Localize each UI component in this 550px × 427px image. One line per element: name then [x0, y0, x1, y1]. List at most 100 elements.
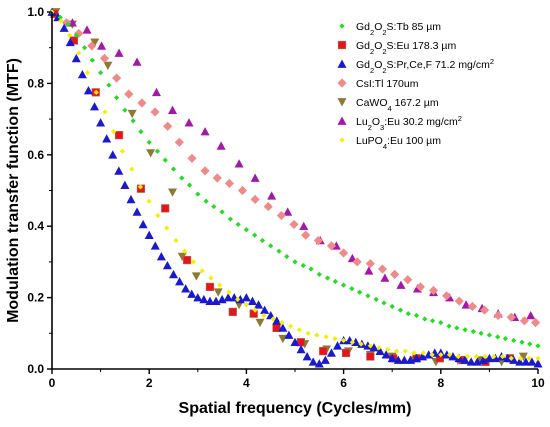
data-point: [102, 134, 112, 143]
data-point: [454, 296, 464, 306]
data-point: [352, 257, 362, 267]
legend-label-part: Gd: [356, 21, 370, 33]
legend-label-part: 2: [458, 114, 462, 123]
data-point: [177, 252, 187, 262]
legend-entry: Gd2O2S:Pr,Ce,F 71.2 mg/cm2: [337, 57, 494, 75]
data-point: [390, 269, 400, 279]
data-point: [97, 41, 107, 50]
legend-label-part: O: [372, 116, 380, 128]
legend-label-part: CsI:Tl 170um: [356, 78, 419, 90]
legend-label: Lu2O3:Eu 30.2 mg/cm2: [356, 114, 462, 132]
data-point: [241, 293, 251, 302]
axes: 0 2 4 6 8 10 0.0 0.2 0.4 0.6 0.8 1.0 Spatial frequen…: [5, 5, 545, 417]
data-point: [193, 293, 203, 302]
y-axis-title: Modulation transfer function (MTF): [5, 58, 22, 323]
legend-marker: [337, 78, 347, 88]
data-point: [349, 286, 355, 292]
data-point: [114, 48, 124, 57]
data-point: [530, 317, 541, 328]
data-point: [470, 328, 476, 335]
data-point: [59, 23, 69, 32]
data-point: [305, 330, 311, 336]
data-point: [186, 182, 193, 188]
data-point: [366, 352, 375, 361]
data-point: [358, 341, 364, 347]
data-point: [464, 353, 471, 360]
data-point: [108, 150, 118, 159]
y-tick-label: 0.2: [27, 291, 44, 305]
data-point: [326, 348, 336, 357]
data-point: [429, 318, 436, 324]
data-point: [455, 353, 461, 360]
data-point: [227, 216, 233, 222]
data-point: [316, 271, 322, 277]
data-point: [319, 347, 328, 356]
data-point: [509, 355, 519, 364]
data-point: [308, 357, 318, 366]
data-point: [369, 343, 379, 352]
data-point: [446, 323, 452, 329]
data-point: [150, 241, 160, 250]
legend-label-part: S:Pr,Ce,F 71.2 mg/cm: [387, 59, 491, 71]
legend-label-part: 2: [370, 47, 374, 56]
data-point: [517, 355, 524, 361]
data-point: [200, 127, 210, 136]
legend-label-part: O: [374, 21, 382, 33]
data-point: [111, 128, 117, 135]
data-point: [428, 285, 439, 296]
data-point: [373, 296, 379, 302]
data-point: [493, 310, 503, 321]
legend-label: CsI:Tl 170um: [356, 78, 419, 90]
data-point: [120, 180, 130, 189]
data-point: [161, 204, 170, 213]
data-point: [168, 188, 178, 197]
data-point: [195, 191, 201, 197]
data-point: [466, 357, 476, 366]
data-point: [71, 53, 81, 63]
data-point: [518, 352, 528, 362]
legend-label: LuPO4:Eu 100 µm: [356, 135, 441, 151]
data-point: [460, 355, 470, 364]
data-point: [129, 166, 135, 172]
legend-label-part: Gd: [356, 59, 370, 71]
data-point: [387, 353, 397, 363]
data-point: [144, 230, 154, 239]
data-point: [415, 282, 425, 292]
data-point: [381, 300, 387, 306]
data-point: [535, 355, 541, 361]
data-point: [187, 289, 197, 298]
legend-label-part: Gd: [356, 40, 370, 52]
data-point: [519, 339, 525, 345]
data-point: [252, 232, 258, 238]
data-point: [422, 316, 428, 322]
legend-label-part: O: [374, 59, 382, 71]
data-point: [106, 82, 112, 88]
data-point: [216, 141, 226, 150]
data-point: [377, 264, 388, 274]
data-point: [127, 109, 137, 119]
data-point: [332, 278, 338, 285]
data-point: [302, 352, 312, 361]
data-point: [96, 118, 106, 127]
data-point: [289, 219, 299, 230]
data-point: [184, 118, 194, 127]
data-point: [313, 235, 323, 246]
data-point: [170, 166, 177, 172]
data-point: [385, 346, 391, 352]
data-point: [292, 259, 298, 265]
x-axis-title: Spatial frequency (Cycles/mm): [179, 400, 412, 417]
data-point: [255, 318, 265, 328]
data-point: [190, 259, 197, 265]
data-point: [164, 225, 170, 231]
data-point: [413, 312, 420, 319]
legend-label-part: 167.2 µm: [392, 97, 439, 109]
x-tick-label: 10: [531, 376, 545, 390]
series-6: [49, 9, 541, 361]
data-point: [132, 57, 142, 66]
legend-label-part: :Eu 100 µm: [387, 135, 441, 147]
data-point: [77, 69, 87, 79]
data-point: [276, 248, 282, 254]
data-point: [503, 353, 513, 363]
